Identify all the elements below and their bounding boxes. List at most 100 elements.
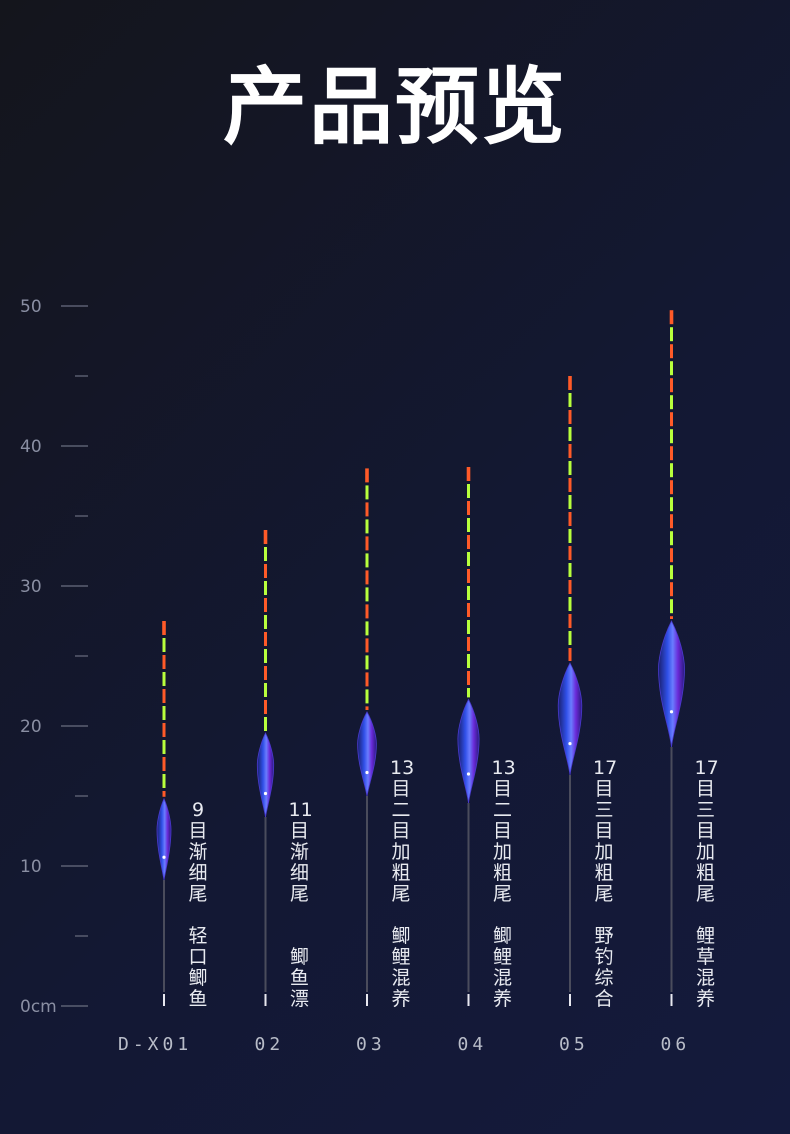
float-spec-label: 13 目二目加粗尾 <box>390 757 415 905</box>
spec-char: 加 <box>695 841 715 863</box>
float-spec-label: 17 目三目加粗尾 <box>593 757 618 905</box>
float-use-label: 鲫鲤混养 <box>390 926 412 1010</box>
spec-char: 三 <box>594 799 614 821</box>
use-char: 鲫 <box>289 946 309 968</box>
model-label: 04 <box>458 1034 488 1055</box>
spec-char: 渐 <box>188 841 208 863</box>
use-char: 鲤 <box>492 946 512 968</box>
spec-char: 三 <box>695 799 715 821</box>
float-body <box>156 797 172 881</box>
use-char: 漂 <box>289 988 309 1010</box>
float-body-dot <box>263 791 268 796</box>
page-title: 产品预览 <box>222 58 567 156</box>
spec-char: 13 <box>491 757 516 779</box>
spec-char: 尾 <box>695 883 715 905</box>
spec-char: 粗 <box>695 862 715 884</box>
spec-char: 9 <box>191 799 205 821</box>
use-char: 养 <box>695 988 715 1010</box>
use-char: 钓 <box>594 946 614 968</box>
spec-char: 尾 <box>492 883 512 905</box>
spec-char: 加 <box>391 841 411 863</box>
float-body-dot <box>669 710 674 714</box>
use-char: 鲫 <box>492 925 512 947</box>
use-char: 轻 <box>188 925 208 947</box>
use-char: 鲫 <box>188 967 208 989</box>
use-char: 野 <box>594 925 614 947</box>
axis-tick-label: 40 <box>20 437 42 457</box>
float-5 <box>557 376 583 1006</box>
spec-char: 细 <box>289 862 309 884</box>
use-char: 混 <box>391 967 411 989</box>
floats-group <box>156 310 685 1006</box>
float-1 <box>156 621 172 1006</box>
use-char: 鱼 <box>188 988 208 1010</box>
use-char: 养 <box>492 988 512 1010</box>
spec-char: 二 <box>492 799 512 821</box>
spec-char: 尾 <box>289 883 309 905</box>
spec-char: 目 <box>594 778 614 800</box>
axis-tick-label: 10 <box>20 857 42 877</box>
axis-tick-label: 30 <box>20 577 42 597</box>
spec-char: 目 <box>695 778 715 800</box>
float-body <box>557 662 583 776</box>
use-char: 草 <box>695 946 715 968</box>
spec-char: 目 <box>391 820 411 842</box>
ruler-axis: 50 40 30 20 10 0cm <box>20 297 88 1017</box>
float-body-dot <box>365 770 369 775</box>
float-spec-label: 17 目三目加粗尾 <box>694 757 719 905</box>
use-char: 鱼 <box>289 967 309 989</box>
use-char: 合 <box>594 988 614 1010</box>
spec-char: 粗 <box>492 862 512 884</box>
axis-tick-label: 0cm <box>20 997 57 1017</box>
spec-char: 17 <box>694 757 719 779</box>
float-6 <box>658 310 685 1006</box>
model-label: 06 <box>661 1034 691 1055</box>
use-char: 综 <box>594 967 614 989</box>
spec-char: 17 <box>593 757 618 779</box>
spec-char: 尾 <box>188 883 208 905</box>
spec-char: 尾 <box>391 883 411 905</box>
float-body-dot <box>466 772 471 776</box>
use-char: 养 <box>391 988 411 1010</box>
model-label: D-X01 <box>118 1034 192 1055</box>
spec-char: 目 <box>695 820 715 842</box>
use-char: 混 <box>492 967 512 989</box>
spec-char: 目 <box>492 778 512 800</box>
spec-char: 加 <box>594 841 614 863</box>
float-body <box>457 698 480 804</box>
use-char: 混 <box>695 967 715 989</box>
spec-char: 目 <box>289 820 309 842</box>
float-spec-label: 11 目渐细尾 <box>288 799 313 905</box>
float-2 <box>256 530 275 1006</box>
float-3 <box>357 468 377 1006</box>
float-use-label: 鲫鱼漂 <box>289 947 311 1010</box>
model-label: 05 <box>559 1034 589 1055</box>
spec-char: 粗 <box>594 862 614 884</box>
axis-tick-label: 50 <box>20 297 42 317</box>
float-body <box>658 620 685 748</box>
float-use-label: 鲤草混养 <box>695 926 717 1010</box>
use-char: 鲫 <box>391 925 411 947</box>
float-body-dot <box>162 855 166 859</box>
spec-char: 目 <box>492 820 512 842</box>
float-body <box>256 732 275 818</box>
spec-char: 渐 <box>289 841 309 863</box>
model-labels: D-X01 02 03 04 05 06 <box>118 1034 691 1055</box>
spec-char: 加 <box>492 841 512 863</box>
float-body-dot <box>568 742 572 746</box>
float-4 <box>457 467 480 1006</box>
spec-char: 13 <box>390 757 415 779</box>
spec-char: 二 <box>391 799 411 821</box>
axis-tick-label: 20 <box>20 717 42 737</box>
spec-char: 尾 <box>594 883 614 905</box>
model-label: 03 <box>356 1034 386 1055</box>
spec-char: 11 <box>288 799 313 821</box>
use-char: 鲤 <box>391 946 411 968</box>
float-use-label: 轻口鲫鱼 <box>187 926 209 1010</box>
use-char: 鲤 <box>695 925 715 947</box>
float-use-label: 鲫鲤混养 <box>492 926 514 1010</box>
use-char: 口 <box>188 946 208 968</box>
spec-char: 目 <box>391 778 411 800</box>
